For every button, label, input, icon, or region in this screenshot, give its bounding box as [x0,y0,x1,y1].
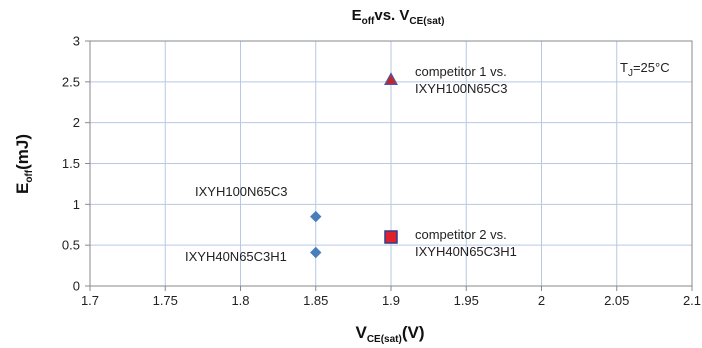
plot-area-frame [89,40,693,287]
y-tick-label: 2.5 [62,74,80,89]
point-label-2: competitor 1 vs. IXYH100N65C3 [415,64,508,96]
x-axis-label-unit: (V) [402,323,425,342]
chart-title-mid-sub: CE(sat) [409,16,444,27]
y-axis-label-main: E [13,183,32,194]
x-tick-label: 1.95 [454,293,479,308]
y-tick-label: 1.5 [62,156,80,171]
x-tick-label: 1.85 [303,293,328,308]
y-tick-label: 1 [73,197,80,212]
y-tick-labels: 0 0.5 1 1.5 2 2.5 3 [62,34,80,294]
x-tick-labels: 1.7 1.75 1.8 1.85 1.9 1.95 2 2.05 2.1 [81,293,701,308]
chart-title-main-sub: off [362,16,375,27]
point-diamond-1 [310,246,322,259]
y-tick-label: 0.5 [62,238,80,253]
temperature-annotation-sub: J [628,68,633,79]
point-label-line: IXYH100N65C3 [415,81,508,96]
chart-title: Eoffvs. VCE(sat) [352,7,445,27]
x-tick-label: 1.8 [231,293,249,308]
chart-title-main: E [352,7,362,24]
temperature-annotation: TJ=25°C [620,60,670,79]
y-axis-label-sub: off [24,169,35,182]
x-axis-label: VCE(sat)(V) [355,323,424,345]
point-diamond-0 [310,210,322,223]
point-label-3: competitor 2 vs. IXYH40N65C3H1 [415,227,517,259]
x-tick-label: 1.75 [153,293,178,308]
y-tick-label: 2 [73,115,80,130]
x-tick-label: 2 [538,293,545,308]
data-points [310,72,399,259]
y-axis-label: Eoff(mJ) [13,134,35,194]
point-triangle-2 [383,72,399,85]
x-tick-label: 2.05 [604,293,629,308]
point-label-1: IXYH40N65C3H1 [185,249,287,264]
x-tick-label: 1.9 [382,293,400,308]
point-square-3 [384,230,398,244]
point-label-line: competitor 2 vs. [415,227,507,242]
point-labels: IXYH100N65C3 IXYH40N65C3H1 competitor 1 vs… [185,64,517,264]
point-label-line: competitor 1 vs. [415,64,507,79]
y-tick-label: 3 [73,34,80,49]
x-tick-label: 2.1 [683,293,701,308]
temperature-annotation-main: T [620,60,628,75]
point-label-0: IXYH100N65C3 [195,184,288,199]
point-label-line: IXYH40N65C3H1 [415,244,517,259]
y-axis-label-unit: (mJ) [13,134,32,170]
point-label-line: IXYH40N65C3H1 [185,249,287,264]
chart-title-mid: vs. V [374,7,409,24]
y-tick-label: 0 [73,279,80,294]
point-label-line: IXYH100N65C3 [195,184,288,199]
x-tick-label: 1.7 [81,293,99,308]
x-axis-label-main: V [355,323,367,342]
temperature-annotation-rest: =25°C [633,60,670,75]
x-axis-label-sub: CE(sat) [367,334,402,345]
